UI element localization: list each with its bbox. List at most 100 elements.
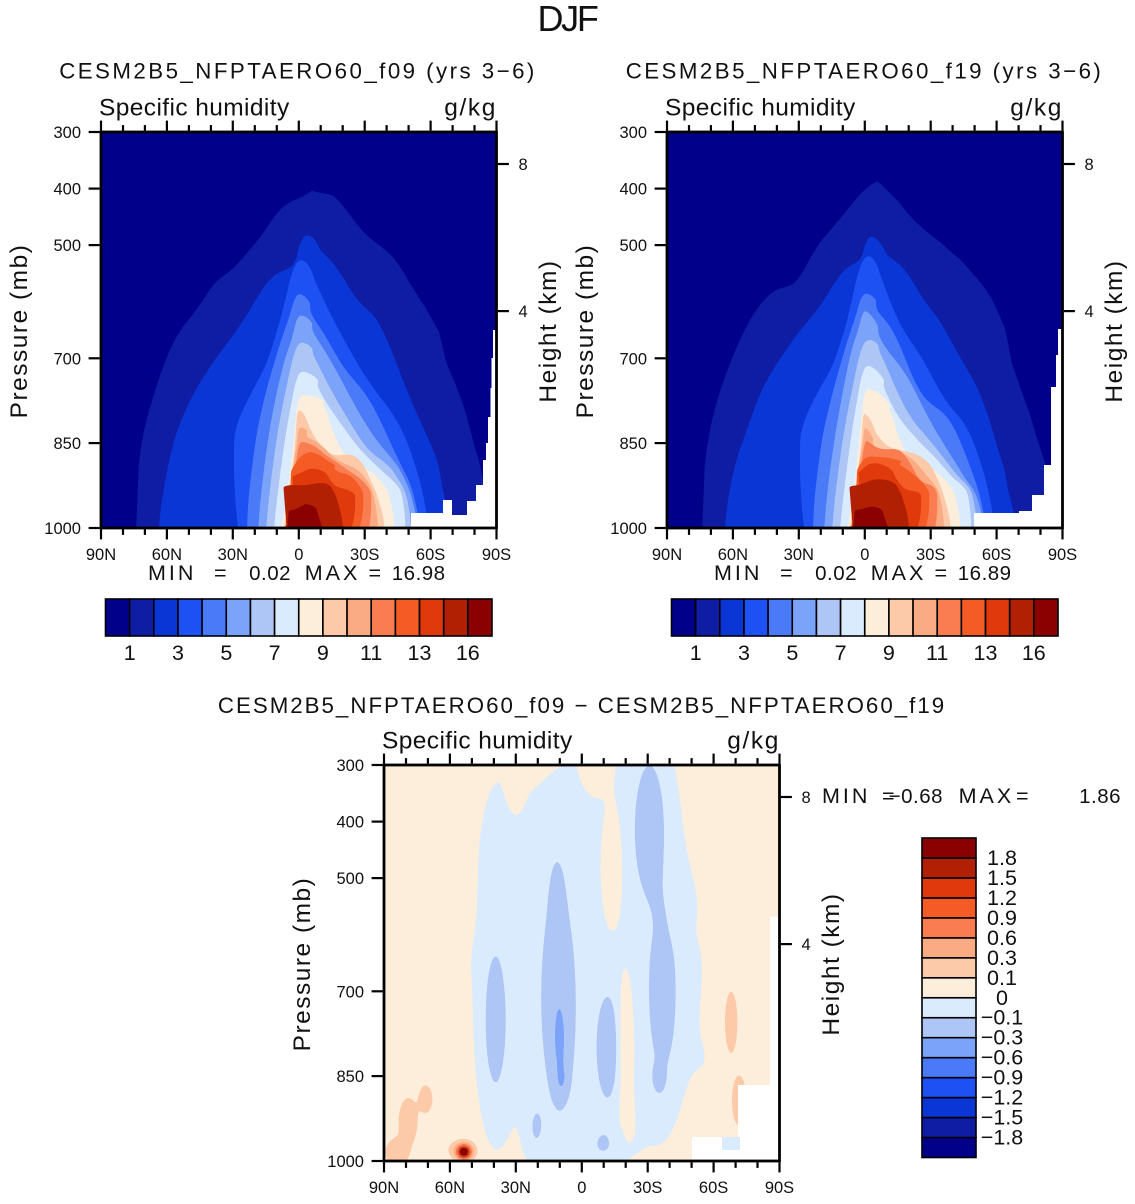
svg-text:=: = (369, 561, 382, 585)
svg-text:CESM2B5_NFPTAERO60_f09 − CESM2: CESM2B5_NFPTAERO60_f09 − CESM2B5_NFPTAER… (218, 693, 946, 718)
svg-text:Height (km): Height (km) (535, 259, 562, 402)
svg-text:Height (km): Height (km) (1101, 259, 1128, 402)
svg-text:1000: 1000 (610, 520, 647, 538)
svg-text:13: 13 (974, 641, 998, 665)
svg-text:30N: 30N (218, 546, 248, 564)
svg-text:MIN: MIN (822, 784, 870, 808)
svg-text:1.86: 1.86 (1079, 785, 1121, 808)
svg-text:90S: 90S (765, 1179, 794, 1197)
svg-text:30S: 30S (916, 546, 945, 564)
svg-text:400: 400 (53, 181, 81, 199)
svg-text:MIN: MIN (714, 561, 762, 585)
svg-text:CESM2B5_NFPTAERO60_f09 (yrs 3−: CESM2B5_NFPTAERO60_f09 (yrs 3−6) (59, 59, 537, 84)
svg-text:60N: 60N (152, 546, 182, 564)
svg-text:11: 11 (926, 641, 948, 665)
svg-text:1: 1 (124, 641, 136, 665)
svg-text:60S: 60S (699, 1179, 728, 1197)
svg-text:1000: 1000 (327, 1153, 364, 1171)
svg-text:MAX: MAX (959, 784, 1015, 808)
svg-text:0.02: 0.02 (815, 562, 857, 585)
svg-text:0.9: 0.9 (987, 906, 1017, 930)
svg-text:9: 9 (883, 641, 895, 665)
svg-text:3: 3 (172, 641, 184, 665)
svg-text:400: 400 (619, 181, 647, 199)
svg-text:0.3: 0.3 (987, 946, 1017, 970)
svg-text:−0.1: −0.1 (981, 1006, 1023, 1030)
svg-text:850: 850 (53, 435, 81, 453)
svg-text:9: 9 (317, 641, 329, 665)
svg-text:16: 16 (456, 641, 480, 665)
svg-text:1.8: 1.8 (987, 846, 1017, 870)
svg-text:700: 700 (336, 983, 364, 1001)
svg-text:90N: 90N (369, 1179, 399, 1197)
svg-text:Height (km): Height (km) (818, 892, 845, 1035)
svg-text:Specific humidity: Specific humidity (382, 728, 573, 755)
svg-text:11: 11 (360, 641, 382, 665)
svg-text:−0.9: −0.9 (981, 1066, 1023, 1090)
svg-text:=: = (935, 561, 948, 585)
svg-text:g/kg: g/kg (444, 95, 497, 122)
svg-text:30N: 30N (784, 546, 814, 564)
svg-text:4: 4 (1085, 303, 1094, 321)
svg-text:400: 400 (336, 814, 364, 832)
svg-text:16.89: 16.89 (958, 562, 1012, 585)
svg-text:−0.68: −0.68 (889, 785, 943, 808)
svg-text:7: 7 (835, 641, 847, 665)
svg-text:−1.8: −1.8 (981, 1126, 1023, 1150)
svg-text:60N: 60N (718, 546, 748, 564)
svg-text:30S: 30S (350, 546, 379, 564)
svg-text:MAX: MAX (305, 561, 361, 585)
svg-text:30N: 30N (501, 1179, 531, 1197)
svg-text:500: 500 (53, 237, 81, 255)
svg-text:Specific humidity: Specific humidity (99, 95, 290, 122)
svg-text:5: 5 (220, 641, 232, 665)
svg-text:7: 7 (269, 641, 281, 665)
svg-text:g/kg: g/kg (727, 728, 780, 755)
svg-text:300: 300 (53, 124, 81, 142)
svg-text:850: 850 (336, 1068, 364, 1086)
svg-text:0.6: 0.6 (987, 926, 1017, 950)
svg-text:8: 8 (1085, 156, 1094, 174)
svg-text:=: = (780, 561, 793, 585)
svg-text:700: 700 (53, 350, 81, 368)
svg-text:1.2: 1.2 (987, 886, 1017, 910)
svg-text:−1.2: −1.2 (981, 1086, 1023, 1110)
svg-text:90S: 90S (482, 546, 511, 564)
svg-text:Pressure (mb): Pressure (mb) (6, 244, 33, 419)
svg-text:g/kg: g/kg (1010, 95, 1063, 122)
svg-text:300: 300 (619, 124, 647, 142)
svg-text:5: 5 (786, 641, 798, 665)
svg-text:0: 0 (996, 986, 1008, 1010)
svg-text:=: = (882, 784, 895, 808)
svg-text:3: 3 (738, 641, 750, 665)
svg-text:0: 0 (294, 546, 303, 564)
svg-text:Pressure (mb): Pressure (mb) (289, 877, 316, 1052)
svg-text:0.02: 0.02 (249, 562, 291, 585)
svg-text:0.1: 0.1 (987, 966, 1017, 990)
svg-text:−1.5: −1.5 (981, 1106, 1023, 1130)
svg-text:60S: 60S (416, 546, 445, 564)
svg-text:500: 500 (619, 237, 647, 255)
svg-text:−0.6: −0.6 (981, 1046, 1023, 1070)
svg-text:300: 300 (336, 757, 364, 775)
svg-text:16.98: 16.98 (392, 562, 446, 585)
svg-text:CESM2B5_NFPTAERO60_f19 (yrs 3−: CESM2B5_NFPTAERO60_f19 (yrs 3−6) (626, 59, 1104, 84)
svg-text:60S: 60S (982, 546, 1011, 564)
svg-text:90S: 90S (1048, 546, 1077, 564)
svg-text:850: 850 (619, 435, 647, 453)
svg-text:90N: 90N (86, 546, 116, 564)
svg-text:0: 0 (860, 546, 869, 564)
svg-text:90N: 90N (652, 546, 682, 564)
svg-text:13: 13 (408, 641, 432, 665)
svg-text:−0.3: −0.3 (981, 1026, 1023, 1050)
svg-text:8: 8 (802, 789, 811, 807)
svg-text:Pressure (mb): Pressure (mb) (572, 244, 599, 419)
svg-text:1000: 1000 (44, 520, 81, 538)
svg-text:DJF: DJF (537, 0, 597, 39)
svg-text:Specific humidity: Specific humidity (665, 95, 856, 122)
svg-text:8: 8 (519, 156, 528, 174)
svg-text:1.5: 1.5 (987, 866, 1017, 890)
svg-text:4: 4 (519, 303, 528, 321)
svg-text:500: 500 (336, 870, 364, 888)
svg-text:30S: 30S (633, 1179, 662, 1197)
